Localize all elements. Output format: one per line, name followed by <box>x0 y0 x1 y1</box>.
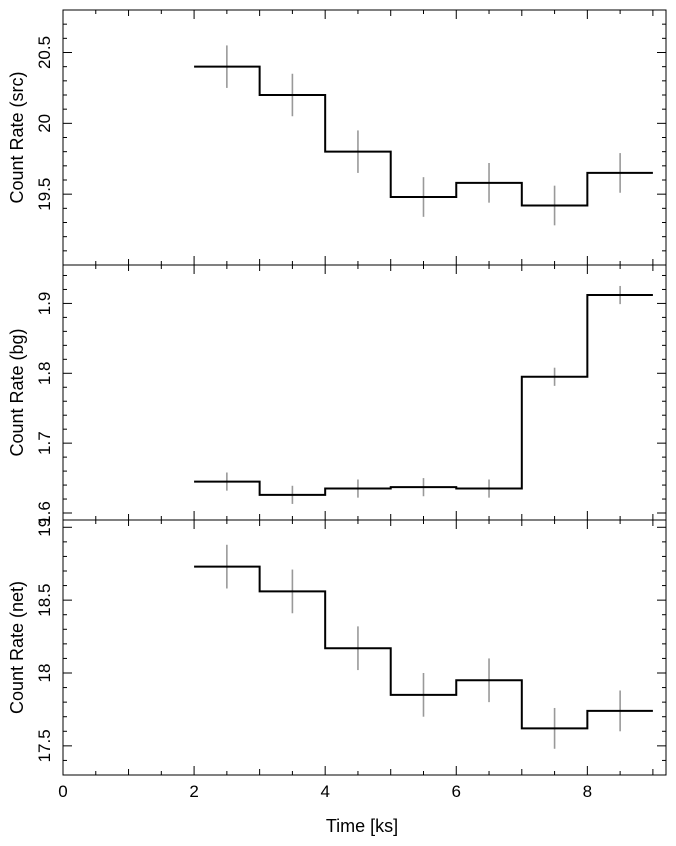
panel-3-ytick-label: 19 <box>35 518 54 537</box>
panel-3-ytick-label: 18 <box>35 664 54 683</box>
x-axis-label: Time [ks] <box>326 816 398 836</box>
panel-1-ytick-label: 20.5 <box>35 36 54 69</box>
x-tick-label: 2 <box>189 782 198 801</box>
panel-2-ytick-label: 1.7 <box>35 431 54 455</box>
panel-3-step-line <box>194 565 653 730</box>
panel-3-frame <box>62 519 667 776</box>
panel-1-ytick-label: 20 <box>35 114 54 133</box>
panel-2-y-axis-label: Count Rate (bg) <box>7 328 27 456</box>
panel-1-y-axis-label: Count Rate (src) <box>7 71 27 203</box>
x-tick-label: 4 <box>320 782 329 801</box>
panel-3-ytick-label: 18.5 <box>35 584 54 617</box>
x-tick-label: 6 <box>452 782 461 801</box>
panel-1-step-line <box>194 65 653 207</box>
panel-2-ytick-label: 1.8 <box>35 361 54 385</box>
panel-2-frame <box>62 264 667 521</box>
panel-2-ytick-label: 1.6 <box>35 501 54 525</box>
panel-2-ytick-label: 1.9 <box>35 292 54 316</box>
panel-3-y-axis-label: Count Rate (net) <box>7 581 27 714</box>
panel-1-ytick-label: 19.5 <box>35 178 54 211</box>
panel-1-frame <box>62 9 667 266</box>
panel-3-ytick-label: 17.5 <box>35 729 54 762</box>
x-tick-label: 8 <box>583 782 592 801</box>
panel-2-step-line <box>194 294 653 496</box>
x-tick-label: 0 <box>58 782 67 801</box>
